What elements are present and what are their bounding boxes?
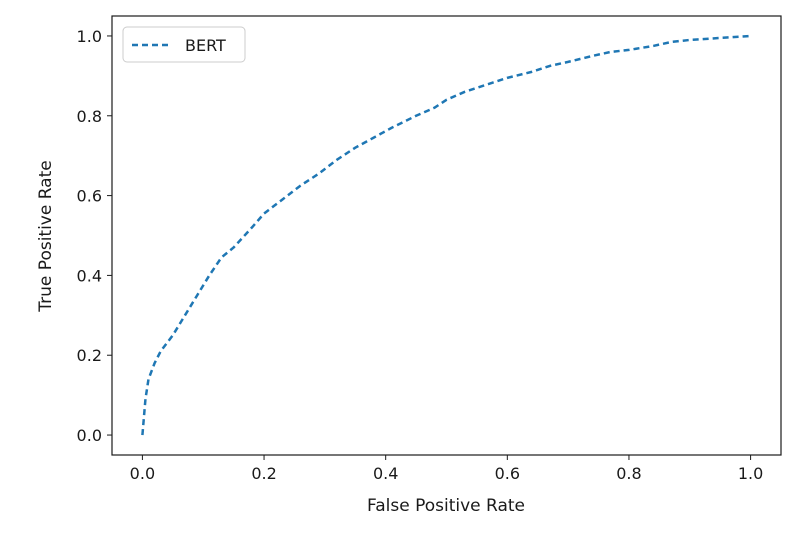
legend-frame	[122, 26, 246, 63]
y-tick-label: 1.0	[77, 27, 102, 46]
y-tick-label: 0.2	[77, 346, 102, 365]
x-axis-label: False Positive Rate	[367, 496, 525, 516]
x-tick-label: 0.0	[130, 464, 155, 483]
x-tick-label: 1.0	[738, 464, 763, 483]
y-axis-label: True Positive Rate	[36, 160, 56, 312]
axes-ticks: 0.0 0.2 0.4 0.6 0.8 1.0 0.0 0.2 0.4 0.6 0.8 1.0	[77, 27, 764, 483]
y-tick-label: 0.6	[77, 187, 102, 206]
x-tick-label: 0.2	[251, 464, 276, 483]
legend-label-bert: BERT	[185, 36, 226, 55]
series-line-bert	[141, 34, 751, 436]
y-tick-label: 0.4	[77, 266, 102, 285]
plot-area	[111, 15, 782, 456]
y-tick-label: 0.8	[77, 107, 102, 126]
y-tick-label: 0.0	[77, 426, 102, 445]
x-tick-label: 0.4	[373, 464, 398, 483]
x-tick-label: 0.6	[495, 464, 520, 483]
x-tick-label: 0.8	[616, 464, 641, 483]
legend: BERT	[122, 26, 246, 63]
axes-frame	[111, 15, 782, 456]
